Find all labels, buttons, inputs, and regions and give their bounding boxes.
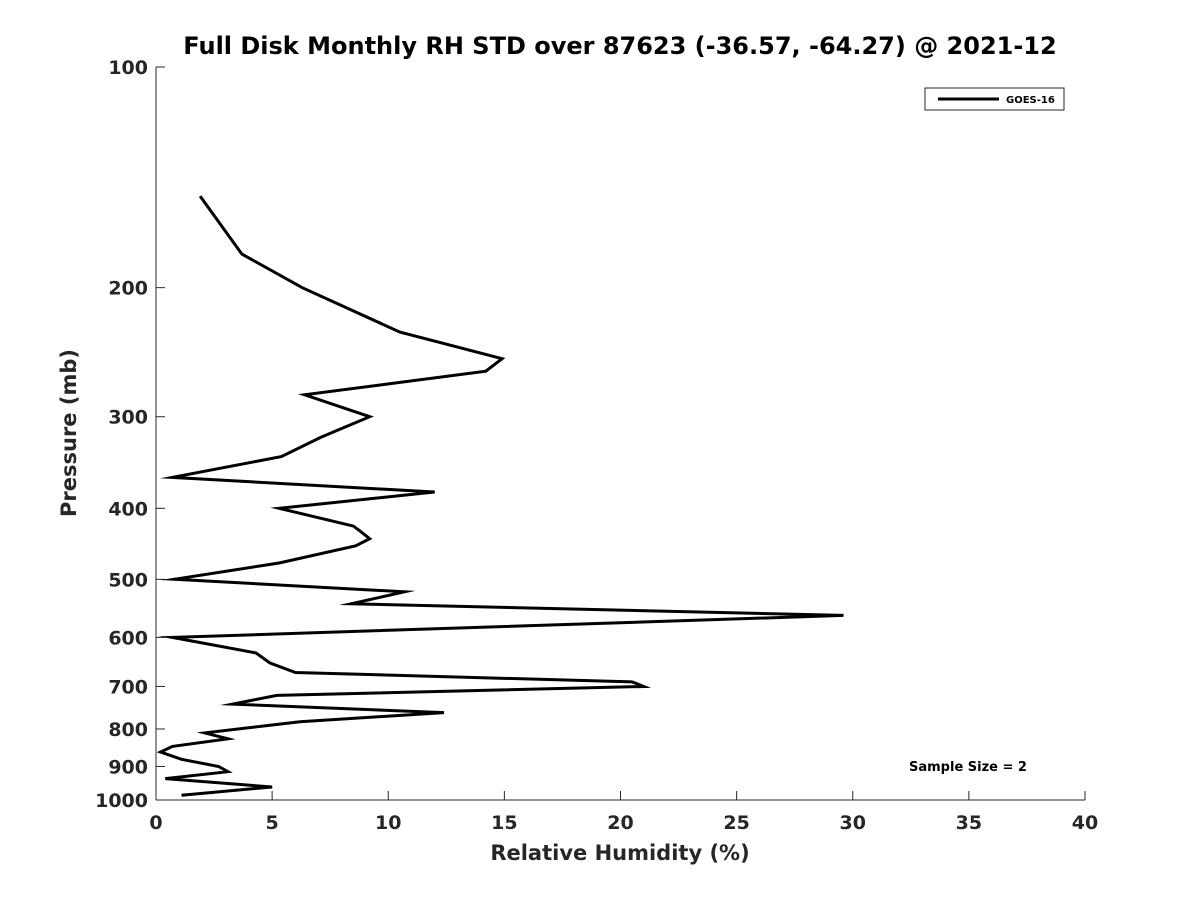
x-axis-label: Relative Humidity (%) [490, 841, 749, 865]
x-tick-label: 0 [149, 812, 162, 834]
legend: GOES-16 [924, 87, 1065, 111]
y-tick-label: 1000 [95, 790, 148, 812]
y-tick-label: 300 [108, 407, 148, 429]
series-layer [156, 195, 844, 797]
chart-title: Full Disk Monthly RH STD over 87623 (-36… [183, 32, 1056, 60]
y-tick-label: 500 [108, 569, 148, 591]
y-tick-label: 900 [108, 756, 148, 778]
x-axis-ticks: 0 5 10 15 20 25 30 35 40 [149, 791, 1098, 834]
y-tick-label: 800 [108, 719, 148, 741]
series-line-goes-16 [156, 195, 844, 797]
x-tick-label: 25 [723, 812, 749, 834]
y-tick-label: 700 [108, 676, 148, 698]
x-tick-label: 20 [607, 812, 633, 834]
x-tick-label: 30 [840, 812, 866, 834]
x-tick-label: 10 [375, 812, 401, 834]
plot-area: 0 5 10 15 20 25 30 35 40 100 200 300 400 500 600 700 80… [95, 57, 1098, 834]
y-tick-label: 600 [108, 627, 148, 649]
x-tick-label: 35 [956, 812, 982, 834]
y-axis-ticks: 100 200 300 400 500 600 700 800 900 1000 [95, 57, 165, 812]
legend-label-goes-16: GOES-16 [1006, 95, 1055, 106]
y-tick-label: 400 [108, 498, 148, 520]
x-tick-label: 15 [491, 812, 517, 834]
y-tick-label: 100 [108, 57, 148, 79]
x-tick-label: 40 [1072, 812, 1098, 834]
sample-size-annotation: Sample Size = 2 [909, 760, 1027, 775]
x-tick-label: 5 [266, 812, 279, 834]
y-axis-label: Pressure (mb) [57, 349, 81, 517]
y-tick-label: 200 [108, 278, 148, 300]
